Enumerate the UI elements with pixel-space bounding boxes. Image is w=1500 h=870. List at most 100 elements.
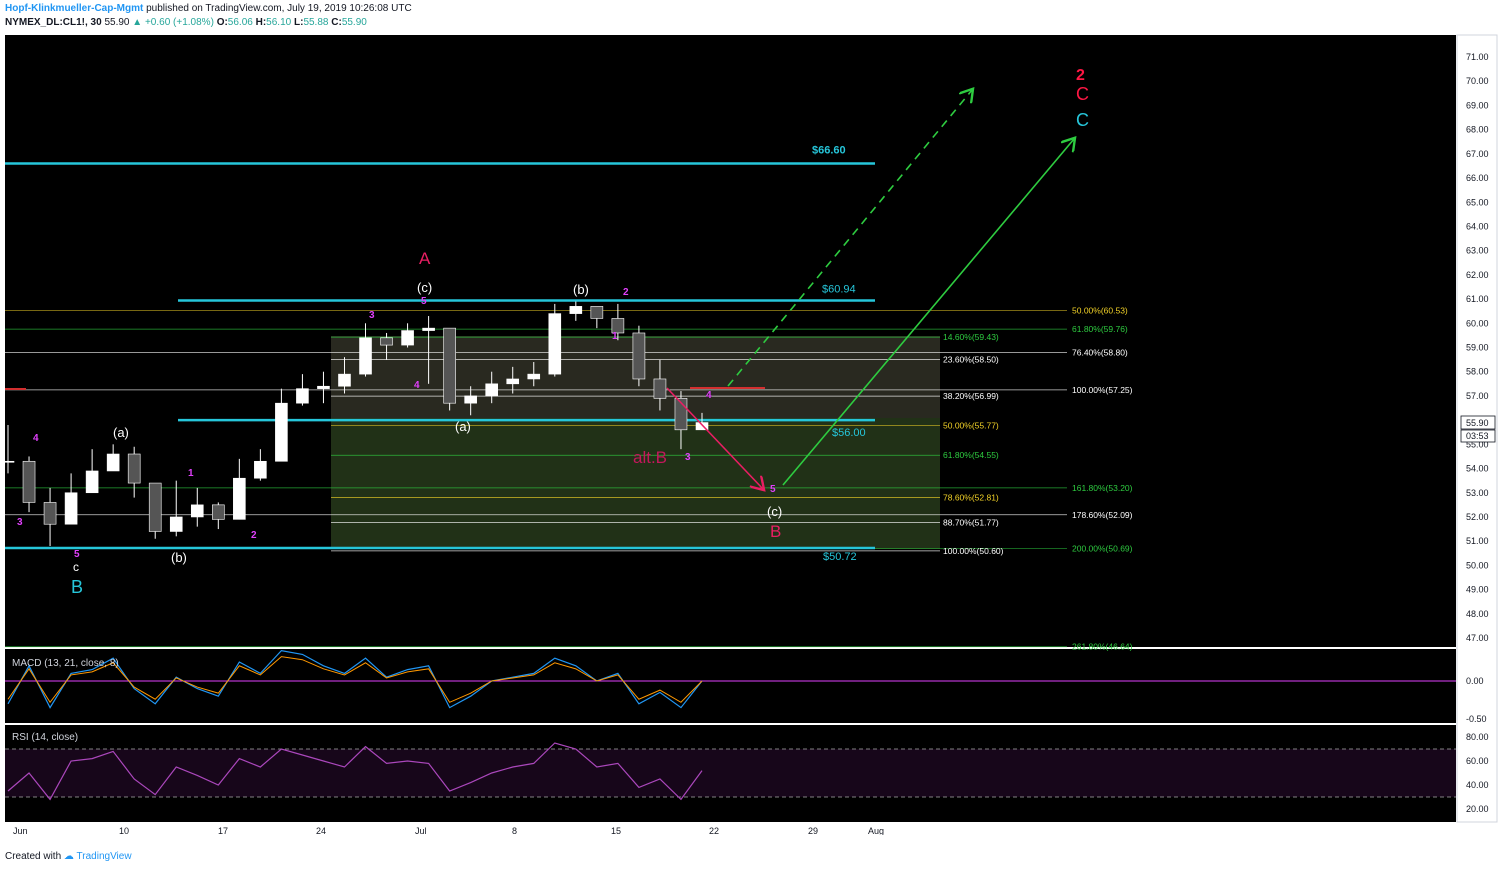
dashed-projection-arrow — [727, 90, 972, 387]
price-tick-label: 51.00 — [1466, 536, 1489, 546]
key-level-label: $50.72 — [823, 551, 857, 563]
price-tick-label: 49.00 — [1466, 585, 1489, 595]
wave-a-paren-left: (a) — [113, 425, 129, 440]
price-candle-body — [611, 318, 625, 334]
wave-alt-b: alt.B — [633, 448, 667, 467]
current-price-badge-text: 55.90 — [1466, 418, 1489, 428]
wave-b-red: B — [770, 522, 781, 541]
open-label: O: — [216, 17, 228, 28]
fib-box-label: 61.80%(54.55) — [943, 450, 999, 460]
fib-box-label: 78.60%(52.81) — [943, 492, 999, 502]
fib-box-label: 23.60%(58.50) — [943, 355, 999, 365]
fib-box-label: 88.70%(51.77) — [943, 518, 999, 528]
price-candle-body — [338, 373, 351, 387]
current-price-badge — [1460, 415, 1496, 430]
close-value: 55.90 — [341, 17, 367, 28]
time-tick-label: Jun — [13, 826, 28, 835]
high-value: 56.10 — [266, 17, 292, 28]
subwave-2-a: 2 — [251, 530, 257, 541]
price-candle-body — [275, 402, 288, 462]
price-candle-body — [190, 504, 204, 518]
macd-line — [7, 649, 703, 709]
subwave-4-a: 4 — [33, 433, 39, 444]
price-candle-body — [148, 482, 162, 532]
subwave-3-a: 3 — [17, 517, 23, 528]
price-candle-body — [485, 383, 498, 397]
price-candle-body — [296, 388, 309, 404]
wave-2-red: 2 — [1076, 67, 1085, 84]
wave-b-paren: (b) — [573, 282, 589, 297]
price-candle-body — [632, 332, 646, 380]
price-candle-body — [43, 502, 57, 525]
price-change: +0.60 (+1.08%) — [144, 17, 214, 28]
wave-b-paren-left: (b) — [171, 550, 187, 565]
time-tick-label: Jul — [415, 826, 427, 835]
price-candle-body — [254, 460, 267, 479]
price-candle-body — [506, 378, 520, 385]
time-tick-label: 8 — [512, 826, 517, 835]
time-tick-label: 22 — [709, 826, 719, 835]
close-label: C: — [331, 17, 342, 28]
price-tick-label: 59.00 — [1466, 343, 1489, 353]
subwave-4-b: 4 — [414, 380, 420, 391]
up-arrow-icon: ▲ — [132, 17, 143, 28]
price-candle-body — [548, 313, 562, 375]
price-candle-body — [22, 460, 36, 503]
wave-c-red: C — [1076, 84, 1089, 104]
trading-chart[interactable]: 50.00%(60.53) 61.80%(59.76) 76.40%(58.80) 1… — [0, 0, 1500, 835]
low-value: 55.88 — [303, 17, 329, 28]
fib-box-bottom — [331, 418, 940, 549]
rsi-pane[interactable] — [5, 725, 1456, 822]
macd-title: MACD (13, 21, close, 8) — [12, 658, 119, 669]
fib-label: 50.00%(60.53) — [1072, 305, 1128, 315]
symbol-info: NYMEX_DL:CL1!, 30 55.90 ▲ +0.60 (+1.08%)… — [5, 17, 367, 28]
price-tick-label: 60.00 — [1466, 318, 1489, 328]
low-label: L: — [293, 17, 304, 28]
price-candle-body — [464, 395, 477, 404]
rsi-line — [7, 742, 703, 801]
price-candle-body — [64, 492, 78, 525]
time-tick-label: 15 — [611, 826, 621, 835]
rsi-tick-label: 20.00 — [1466, 804, 1489, 814]
high-label: H: — [255, 17, 267, 28]
subwave-4-c: 4 — [706, 390, 712, 401]
price-tick-label: 64.00 — [1466, 221, 1489, 231]
price-tick-label: 52.00 — [1466, 512, 1489, 522]
author-link[interactable]: Hopf-Klinkmueller-Cap-Mgmt — [5, 3, 144, 14]
publish-info: Hopf-Klinkmueller-Cap-Mgmt published on … — [5, 3, 412, 14]
fib-box-label: 38.20%(56.99) — [943, 391, 999, 401]
price-tick-label: 47.00 — [1466, 633, 1489, 643]
fib-label: 100.00%(57.25) — [1072, 385, 1133, 395]
time-tick-label: Aug — [868, 826, 884, 835]
created-with-text: Created with — [5, 851, 62, 862]
price-tick-label: 69.00 — [1466, 100, 1489, 110]
price-candle-body — [127, 453, 141, 484]
time-tick-label: 24 — [316, 826, 326, 835]
price-tick-label: 68.00 — [1466, 125, 1489, 135]
fib-label: 161.80%(53.20) — [1072, 483, 1133, 493]
time-axis[interactable] — [5, 823, 1456, 835]
price-candle-body — [317, 385, 330, 389]
subwave-3-b: 3 — [369, 310, 375, 321]
price-candle-body — [85, 470, 99, 494]
price-tick-label: 55.00 — [1466, 439, 1489, 449]
subwave-2-b: 2 — [623, 287, 629, 298]
macd-pane[interactable] — [5, 649, 1456, 723]
price-tick-label: 63.00 — [1466, 246, 1489, 256]
countdown-badge — [1460, 429, 1496, 443]
macd-signal-line — [7, 656, 703, 704]
price-candle-body — [1, 460, 15, 463]
fib-box-label: 14.60%(59.43) — [943, 332, 999, 342]
price-tick-label: 67.00 — [1466, 149, 1489, 159]
price-tick-label: 50.00 — [1466, 560, 1489, 570]
price-candle-body — [212, 504, 225, 520]
price-candle-body — [401, 330, 414, 346]
price-candle-body — [106, 453, 120, 472]
tradingview-link[interactable]: TradingView — [76, 851, 132, 862]
price-candle-body — [233, 477, 246, 520]
open-value: 56.06 — [227, 17, 253, 28]
price-candle-body — [169, 516, 183, 532]
wave-b-cyan: B — [71, 577, 83, 597]
price-tick-label: 61.00 — [1466, 294, 1489, 304]
price-tick-label: 70.00 — [1466, 76, 1489, 86]
